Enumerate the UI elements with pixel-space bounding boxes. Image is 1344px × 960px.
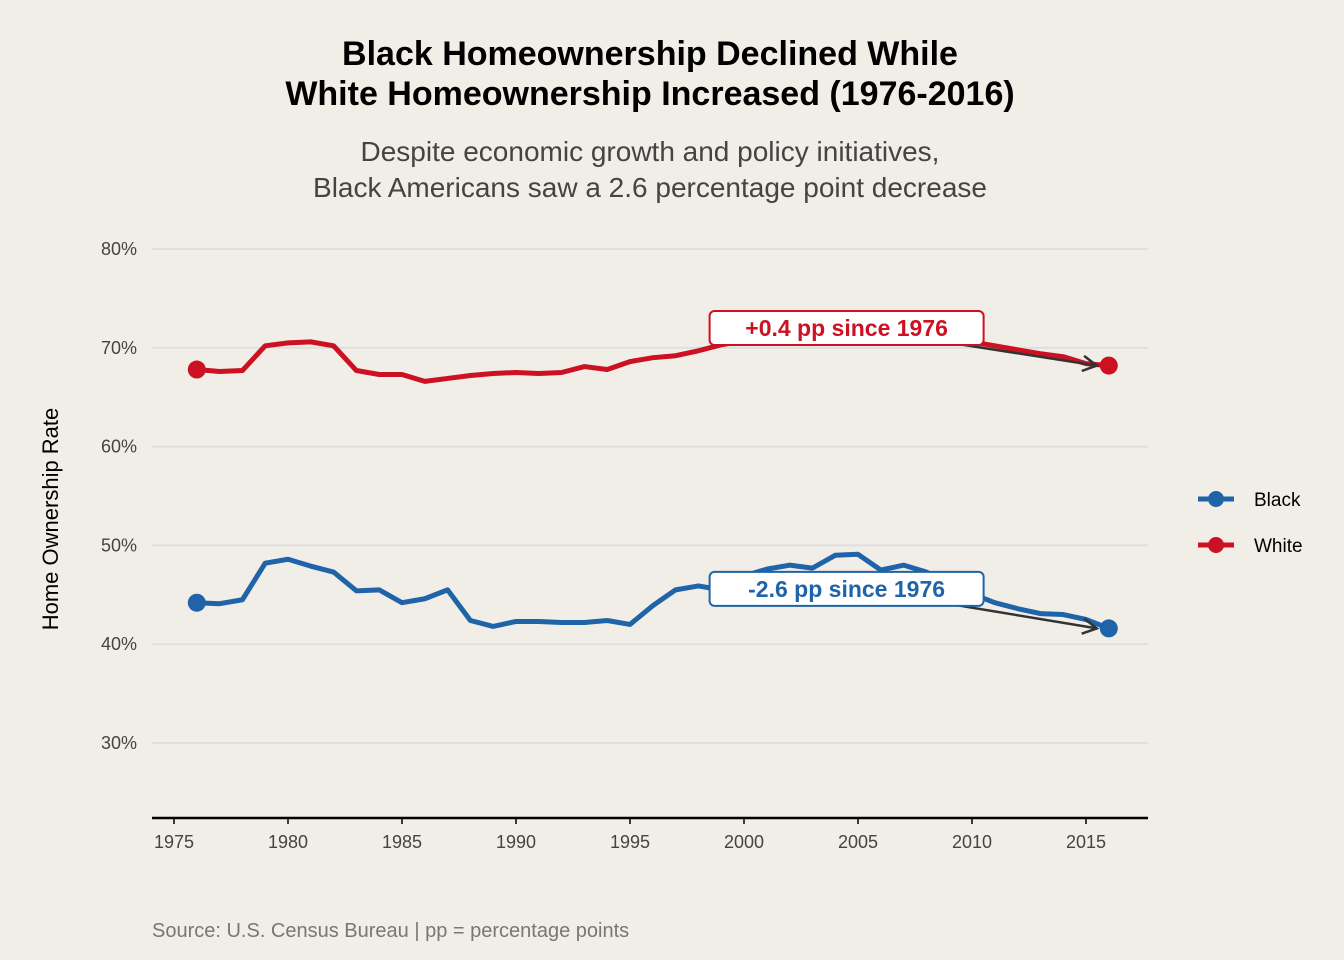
- x-tick-label: 2015: [1066, 832, 1106, 852]
- legend: Black White: [1198, 490, 1303, 557]
- annotation-box: [708, 310, 985, 347]
- legend-key-marker: [1208, 491, 1224, 507]
- end-point-black: [1099, 619, 1118, 638]
- chart-title-line-2: White Homeownership Increased (1976-2016…: [285, 75, 1015, 113]
- y-tick-label: 70%: [101, 338, 137, 358]
- y-tick-label: 30%: [101, 733, 137, 753]
- chart-title-line-1: Black Homeownership Declined While: [342, 35, 958, 73]
- y-tick-label: 40%: [101, 634, 137, 654]
- y-tick-label: 60%: [101, 437, 137, 457]
- x-axis-ticks: 1975 1980 1985 1990 1995 2000 2005 2010 2015: [154, 818, 1106, 852]
- arrow-head-icon: [1081, 354, 1100, 373]
- annotation-box: [708, 570, 985, 607]
- x-tick-label: 2010: [952, 832, 992, 852]
- chart-subtitle-line-1: Despite economic growth and policy initi…: [360, 136, 940, 167]
- x-tick-label: 1985: [382, 832, 422, 852]
- x-tick-label: 1990: [496, 832, 536, 852]
- legend-label-black: Black: [1254, 490, 1301, 511]
- x-tick-label: 1995: [610, 832, 650, 852]
- chart-subtitle: Despite economic growth and policy initi…: [0, 134, 1300, 206]
- annotation-label: +0.4 pp since 1976: [745, 315, 948, 341]
- chart-title: Black Homeownership Declined While White…: [0, 34, 1300, 114]
- start-point-white: [187, 360, 206, 379]
- y-axis-label: Home Ownership Rate: [38, 408, 63, 631]
- start-point-black: [187, 593, 206, 612]
- annotations: +0.4 pp since 1976 -2.6 pp since 1976: [708, 310, 1100, 635]
- gridlines: [152, 248, 1148, 744]
- x-tick-label: 1980: [268, 832, 308, 852]
- y-tick-label: 50%: [101, 535, 137, 555]
- x-tick-label: 1975: [154, 832, 194, 852]
- x-tick-label: 2005: [838, 832, 878, 852]
- source-caption: Source: U.S. Census Bureau | pp = percen…: [152, 920, 630, 942]
- x-tick-label: 2000: [724, 832, 764, 852]
- chart-subtitle-line-2: Black Americans saw a 2.6 percentage poi…: [313, 172, 987, 203]
- y-tick-label: 80%: [101, 239, 137, 259]
- y-axis-ticks: 30% 40% 50% 60% 70% 80%: [101, 239, 137, 753]
- legend-label-white: White: [1254, 536, 1303, 557]
- arrow-head-icon: [1081, 617, 1100, 635]
- end-point-white: [1099, 356, 1118, 375]
- legend-key-marker: [1208, 537, 1224, 553]
- annotation-label: -2.6 pp since 1976: [748, 576, 945, 602]
